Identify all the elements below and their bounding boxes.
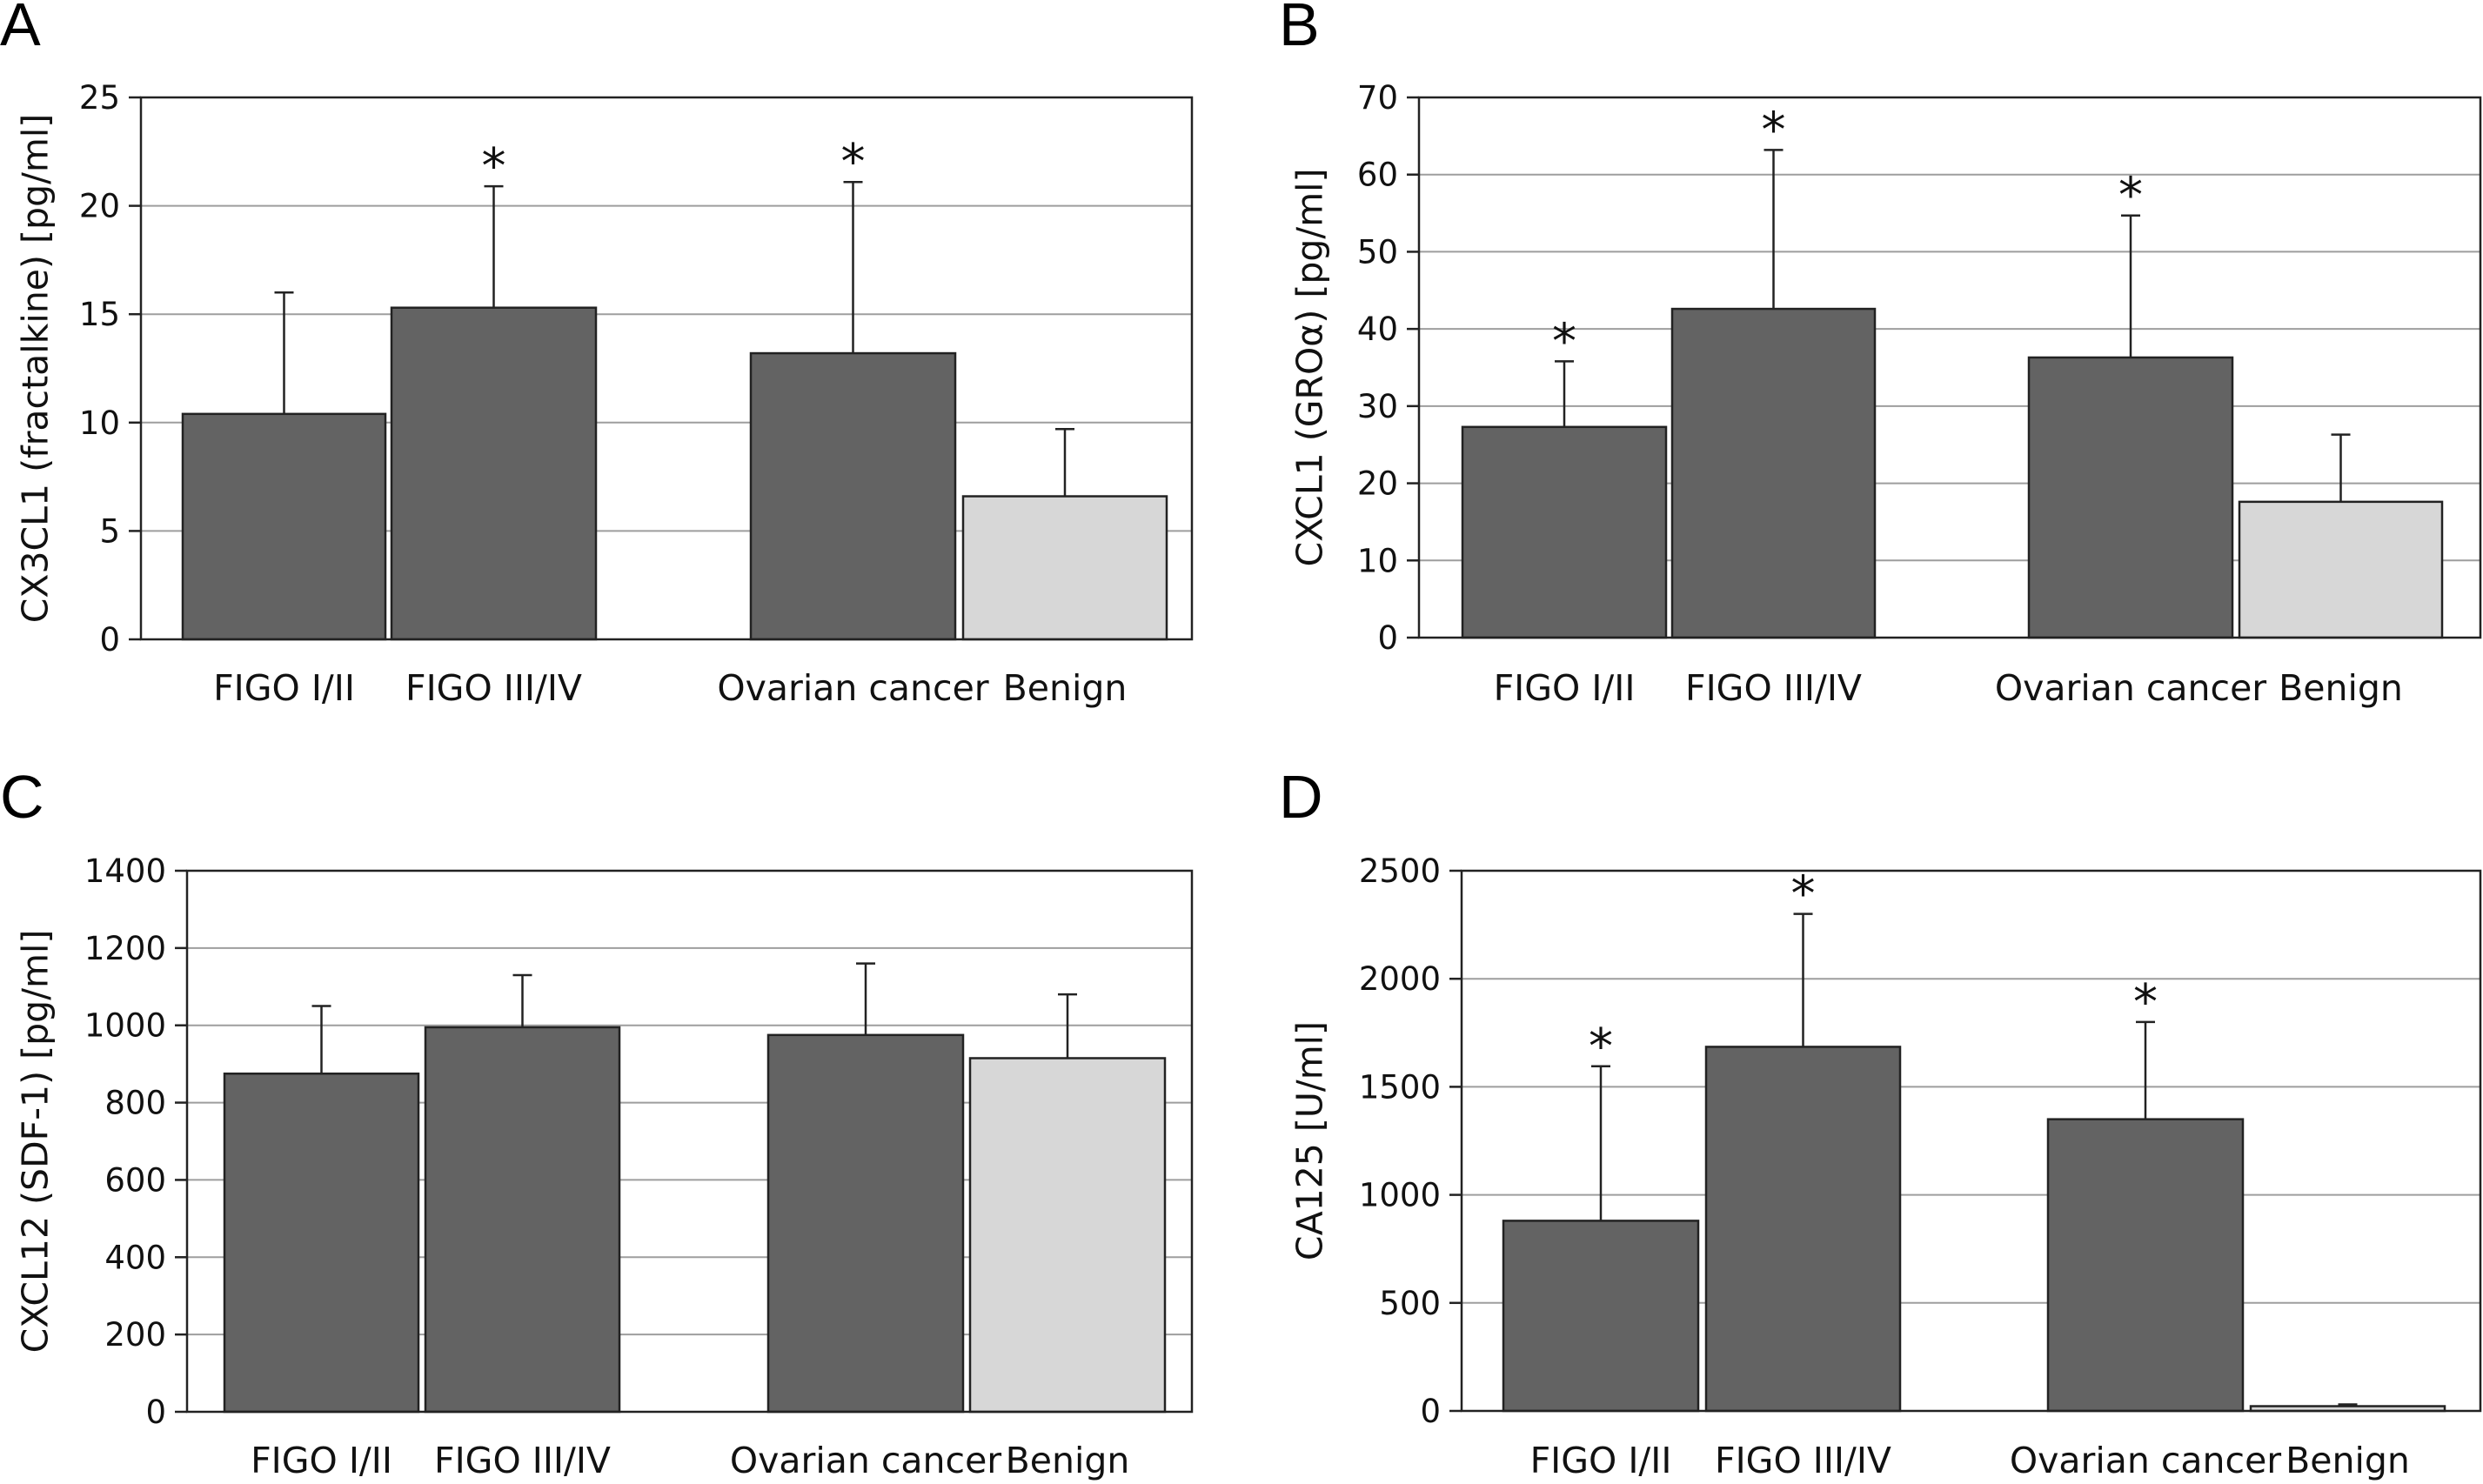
significance-star: *	[1762, 102, 1786, 158]
bar-figo-iii-iv	[1670, 307, 1877, 639]
significance-star: *	[1552, 313, 1576, 370]
x-category-label-benign: Benign	[1003, 667, 1128, 709]
bar-benign	[968, 1057, 1167, 1414]
bar-ovarian-cancer	[766, 1033, 965, 1414]
x-category-label-benign: Benign	[2279, 667, 2403, 709]
x-category-label-benign: Benign	[2286, 1440, 2410, 1481]
y-tick-label: 20	[1357, 465, 1398, 503]
x-category-label-figo-iii-iv: FIGO III/IV	[1685, 667, 1862, 709]
x-category-label-benign: Benign	[1006, 1440, 1130, 1481]
significance-star: *	[1589, 1019, 1613, 1075]
y-tick-label: 40	[1357, 311, 1398, 348]
significance-star: *	[1791, 866, 1816, 923]
y-tick-label: 2000	[1359, 960, 1441, 998]
x-category-label-ovarian-cancer: Ovarian cancer	[1995, 667, 2266, 709]
y-tick-label: 1200	[84, 930, 166, 967]
y-axis-label: CXCL12 (SDF-1) [pg/ml]	[14, 930, 56, 1354]
y-tick-label: 0	[1377, 619, 1398, 657]
bar-ovarian-cancer	[2027, 356, 2234, 639]
y-tick-label: 0	[99, 621, 120, 658]
x-category-label-figo-i-ii: FIGO I/II	[1494, 667, 1636, 709]
y-tick-label: 25	[79, 79, 120, 117]
x-category-label-ovarian-cancer: Ovarian cancer	[730, 1440, 1001, 1481]
bar-figo-i-ii	[181, 412, 387, 641]
y-tick-label: 1000	[84, 1007, 166, 1045]
bar-figo-i-ii	[1502, 1220, 1700, 1413]
y-tick-label: 70	[1357, 79, 1398, 117]
y-axis-label: CXCL1 (GROα) [pg/ml]	[1288, 168, 1330, 566]
y-tick-label: 1400	[84, 852, 166, 890]
plot-frame	[1417, 96, 2482, 639]
significance-star: *	[2133, 974, 2158, 1031]
x-category-label-figo-iii-iv: FIGO III/IV	[434, 1440, 611, 1481]
panel-a: A 0 5 10 15 20 25 FIGO I/II * FIGO III/IV * Ovarian…	[0, 0, 1194, 709]
x-category-label-figo-i-ii: FIGO I/II	[1530, 1440, 1672, 1481]
bar-figo-iii-iv	[390, 306, 598, 641]
y-tick-label: 400	[104, 1239, 166, 1276]
y-tick-label: 800	[104, 1085, 166, 1122]
bar-benign	[2238, 500, 2444, 639]
y-tick-label: 20	[79, 188, 120, 225]
y-tick-label: 1000	[1359, 1177, 1441, 1214]
significance-star: *	[841, 134, 866, 191]
y-tick-label: 600	[104, 1161, 166, 1199]
x-category-label-figo-i-ii: FIGO I/II	[213, 667, 355, 709]
y-tick-label: 10	[79, 404, 120, 442]
bar-figo-iii-iv	[1704, 1046, 1902, 1413]
panel-letter-a: A	[0, 0, 41, 58]
panel-d: D 0 500 1000 1500 2000 2500 * FIGO I/II * FIGO III…	[1279, 763, 2482, 1481]
bar-ovarian-cancer	[2046, 1118, 2245, 1413]
panel-letter-c: C	[0, 763, 44, 831]
y-axis-label: CX3CL1 (fractalkine) [pg/ml]	[14, 114, 56, 624]
y-tick-label: 2500	[1359, 852, 1441, 890]
panel-letter-b: B	[1279, 0, 1320, 58]
x-category-label-figo-iii-iv: FIGO III/IV	[1715, 1440, 1891, 1481]
bar-figo-iii-iv	[424, 1026, 621, 1414]
y-tick-label: 10	[1357, 542, 1398, 579]
x-category-label-ovarian-cancer: Ovarian cancer	[717, 667, 988, 709]
y-tick-label: 0	[145, 1394, 166, 1431]
y-tick-label: 500	[1379, 1285, 1441, 1322]
panel-c: C 0 200 400 600 800 1000 1200 1400 FIGO I/II FIGO …	[0, 763, 1194, 1481]
plot-frame	[1460, 869, 2482, 1413]
y-axis-label: CA125 [U/ml]	[1288, 1021, 1330, 1260]
plot-frame	[185, 869, 1194, 1414]
y-tick-label: 60	[1357, 157, 1398, 194]
y-tick-label: 15	[79, 296, 120, 333]
bar-ovarian-cancer	[749, 351, 957, 641]
bar-figo-i-ii	[223, 1073, 420, 1414]
plot-frame	[139, 96, 1194, 641]
bar-benign	[961, 495, 1168, 641]
y-tick-label: 0	[1420, 1393, 1441, 1430]
panel-letter-d: D	[1279, 763, 1323, 831]
x-category-label-figo-i-ii: FIGO I/II	[251, 1440, 392, 1481]
bar-figo-i-ii	[1461, 425, 1668, 639]
significance-star: *	[2118, 168, 2143, 224]
panel-b: B 0 10 20 30 40 50 60 70 * FIGO I/II * FIGO III/IV * O…	[1279, 0, 2482, 709]
significance-star: *	[482, 138, 506, 195]
y-tick-label: 1500	[1359, 1068, 1441, 1106]
x-category-label-figo-iii-iv: FIGO III/IV	[405, 667, 582, 709]
y-tick-label: 50	[1357, 233, 1398, 271]
y-tick-label: 30	[1357, 388, 1398, 425]
y-tick-label: 5	[99, 512, 120, 550]
x-category-label-ovarian-cancer: Ovarian cancer	[2010, 1440, 2281, 1481]
y-tick-label: 200	[104, 1316, 166, 1354]
